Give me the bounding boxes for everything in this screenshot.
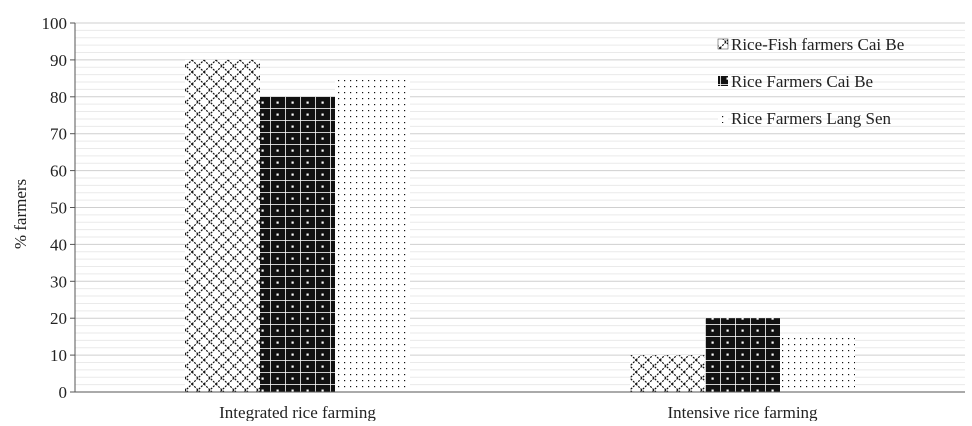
y-tick-label: 100 (42, 14, 68, 33)
y-tick-label: 90 (50, 51, 67, 70)
y-tick-label: 40 (50, 235, 67, 254)
legend-label: Rice Farmers Cai Be (731, 72, 873, 91)
y-tick-label: 50 (50, 199, 67, 218)
bar-dotted-grid-1 (705, 318, 780, 392)
y-tick-label: 80 (50, 88, 67, 107)
axes (70, 22, 965, 393)
legend: Rice-Fish farmers Cai Be Rice Farmers Cai… (717, 35, 904, 128)
legend-swatch (718, 113, 728, 123)
legend-swatch (717, 38, 729, 50)
bar-dots-0 (335, 78, 410, 392)
y-tick-label: 60 (50, 162, 67, 181)
y-tick-label: 10 (50, 346, 67, 365)
bar-crosshatch-0 (185, 59, 260, 393)
y-tick-label: 20 (50, 309, 67, 328)
bar-crosshatch-1 (630, 355, 705, 392)
x-category-labels: Integrated rice farming Intensive rice fa… (219, 403, 818, 422)
legend-swatch (718, 76, 728, 86)
bar-dotted-grid-0 (260, 96, 335, 393)
bar-dots-1 (780, 336, 855, 392)
x-category-label: Intensive rice farming (667, 403, 818, 421)
y-tick-labels: 0 10 20 30 40 50 60 70 80 90 100 (42, 14, 68, 402)
y-tick-label: 30 (50, 272, 67, 291)
y-tick-label: 0 (59, 383, 68, 402)
legend-label: Rice Farmers Lang Sen (731, 109, 892, 128)
y-tick-label: 70 (50, 125, 67, 144)
y-axis-title: % farmers (11, 179, 30, 249)
legend-label: Rice-Fish farmers Cai Be (731, 35, 904, 54)
x-category-label: Integrated rice farming (219, 403, 376, 421)
bars (185, 59, 855, 393)
